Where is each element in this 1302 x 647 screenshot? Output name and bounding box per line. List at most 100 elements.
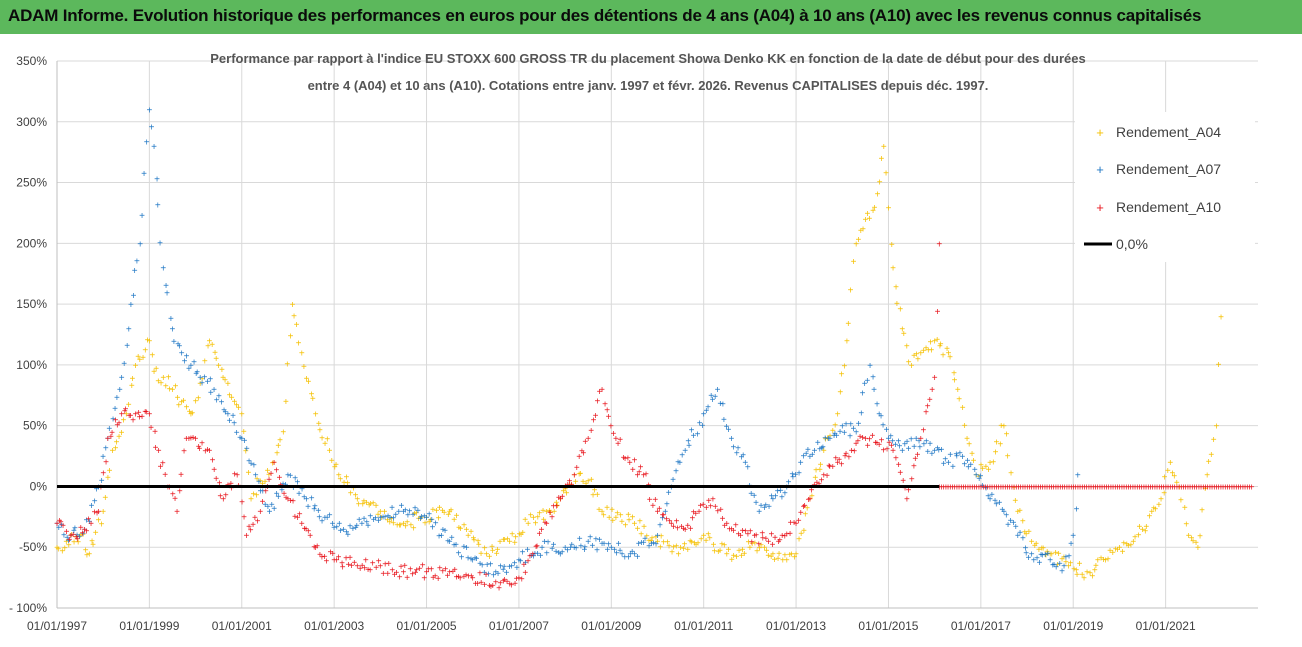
data-point: + bbox=[532, 549, 538, 560]
data-point: + bbox=[234, 428, 240, 439]
data-point: + bbox=[256, 477, 262, 488]
data-point: + bbox=[1020, 534, 1026, 545]
data-point: + bbox=[209, 340, 215, 351]
data-point: + bbox=[252, 513, 258, 524]
data-point: + bbox=[747, 526, 753, 537]
data-point: + bbox=[299, 519, 305, 530]
data-point: + bbox=[792, 552, 798, 563]
data-point: + bbox=[1156, 482, 1162, 493]
data-point: + bbox=[1136, 522, 1142, 533]
data-point: + bbox=[1117, 482, 1123, 493]
data-point: + bbox=[878, 412, 884, 423]
data-point: + bbox=[132, 266, 138, 277]
y-tick-label: 250% bbox=[16, 176, 47, 190]
data-point: + bbox=[1015, 531, 1021, 542]
data-point: + bbox=[918, 349, 924, 360]
data-point: + bbox=[246, 522, 252, 533]
data-point: + bbox=[105, 434, 111, 445]
data-point: + bbox=[989, 482, 995, 493]
data-point: + bbox=[359, 519, 365, 530]
data-point: + bbox=[646, 536, 652, 547]
data-point: + bbox=[550, 501, 556, 512]
data-point: + bbox=[73, 532, 79, 543]
data-point: + bbox=[327, 548, 333, 559]
data-point: + bbox=[695, 430, 701, 441]
data-point: + bbox=[500, 577, 506, 588]
data-point: + bbox=[64, 533, 70, 544]
data-point: + bbox=[782, 551, 788, 562]
data-point: + bbox=[100, 468, 106, 479]
data-point: + bbox=[183, 434, 189, 445]
data-point: + bbox=[966, 440, 972, 451]
data-point: + bbox=[983, 484, 989, 495]
data-point: + bbox=[170, 385, 176, 396]
data-point: + bbox=[447, 568, 453, 579]
data-point: + bbox=[64, 527, 70, 538]
data-point: + bbox=[160, 458, 166, 469]
data-point: + bbox=[402, 506, 408, 517]
data-point: + bbox=[927, 439, 933, 450]
data-point: + bbox=[869, 431, 875, 442]
data-point: + bbox=[993, 500, 999, 511]
data-point: + bbox=[941, 459, 947, 470]
data-point: + bbox=[951, 368, 957, 379]
data-point: + bbox=[262, 500, 268, 511]
data-point: + bbox=[86, 549, 92, 560]
data-point: + bbox=[987, 458, 993, 469]
data-point: + bbox=[465, 571, 471, 582]
data-point: + bbox=[231, 397, 237, 408]
data-point: + bbox=[512, 558, 518, 569]
data-point: + bbox=[220, 373, 226, 384]
data-point: + bbox=[886, 434, 892, 445]
data-point: + bbox=[932, 373, 938, 384]
data-point: + bbox=[323, 557, 329, 568]
data-point: + bbox=[307, 531, 313, 542]
series-Rendement_A07: ++++++++++++++++++++++++++++++++++++++++… bbox=[54, 106, 1081, 582]
data-point: + bbox=[1077, 482, 1083, 493]
data-point: + bbox=[599, 507, 605, 518]
data-point: + bbox=[531, 551, 537, 562]
data-point: + bbox=[798, 458, 804, 469]
data-point: + bbox=[495, 569, 501, 580]
data-point: + bbox=[210, 456, 216, 467]
data-point: + bbox=[923, 437, 929, 448]
data-point: + bbox=[176, 342, 182, 353]
data-point: + bbox=[84, 551, 90, 562]
data-point: + bbox=[796, 468, 802, 479]
data-point: + bbox=[745, 462, 751, 473]
data-point: + bbox=[411, 509, 417, 520]
data-point: + bbox=[396, 521, 402, 532]
data-point: + bbox=[753, 498, 759, 509]
data-point: + bbox=[969, 482, 975, 493]
data-point: + bbox=[1123, 482, 1129, 493]
data-point: + bbox=[752, 531, 758, 542]
data-point: + bbox=[432, 571, 438, 582]
data-point: + bbox=[576, 452, 582, 463]
data-point: + bbox=[837, 427, 843, 438]
data-point: + bbox=[404, 518, 410, 529]
data-point: + bbox=[809, 450, 815, 461]
data-point: + bbox=[465, 531, 471, 542]
data-point: + bbox=[287, 496, 293, 507]
data-point: + bbox=[896, 460, 902, 471]
data-point: + bbox=[421, 574, 427, 585]
data-point: + bbox=[396, 507, 402, 518]
data-point: + bbox=[502, 575, 508, 586]
data-point: + bbox=[512, 538, 518, 549]
x-tick-label: 01/01/1997 bbox=[27, 619, 87, 633]
data-point: + bbox=[1022, 528, 1028, 539]
data-point: + bbox=[976, 474, 982, 485]
data-point: + bbox=[772, 533, 778, 544]
data-point: + bbox=[82, 525, 88, 536]
x-tick-label: 01/01/2007 bbox=[489, 619, 549, 633]
data-point: + bbox=[920, 426, 926, 437]
data-point: + bbox=[1060, 482, 1066, 493]
data-point: + bbox=[1038, 482, 1044, 493]
data-point: + bbox=[156, 446, 162, 457]
data-point: + bbox=[413, 568, 419, 579]
data-point: + bbox=[890, 436, 896, 447]
data-point: + bbox=[770, 540, 776, 551]
data-point: + bbox=[89, 501, 95, 512]
data-point: + bbox=[141, 169, 147, 180]
data-point: + bbox=[1055, 560, 1061, 571]
